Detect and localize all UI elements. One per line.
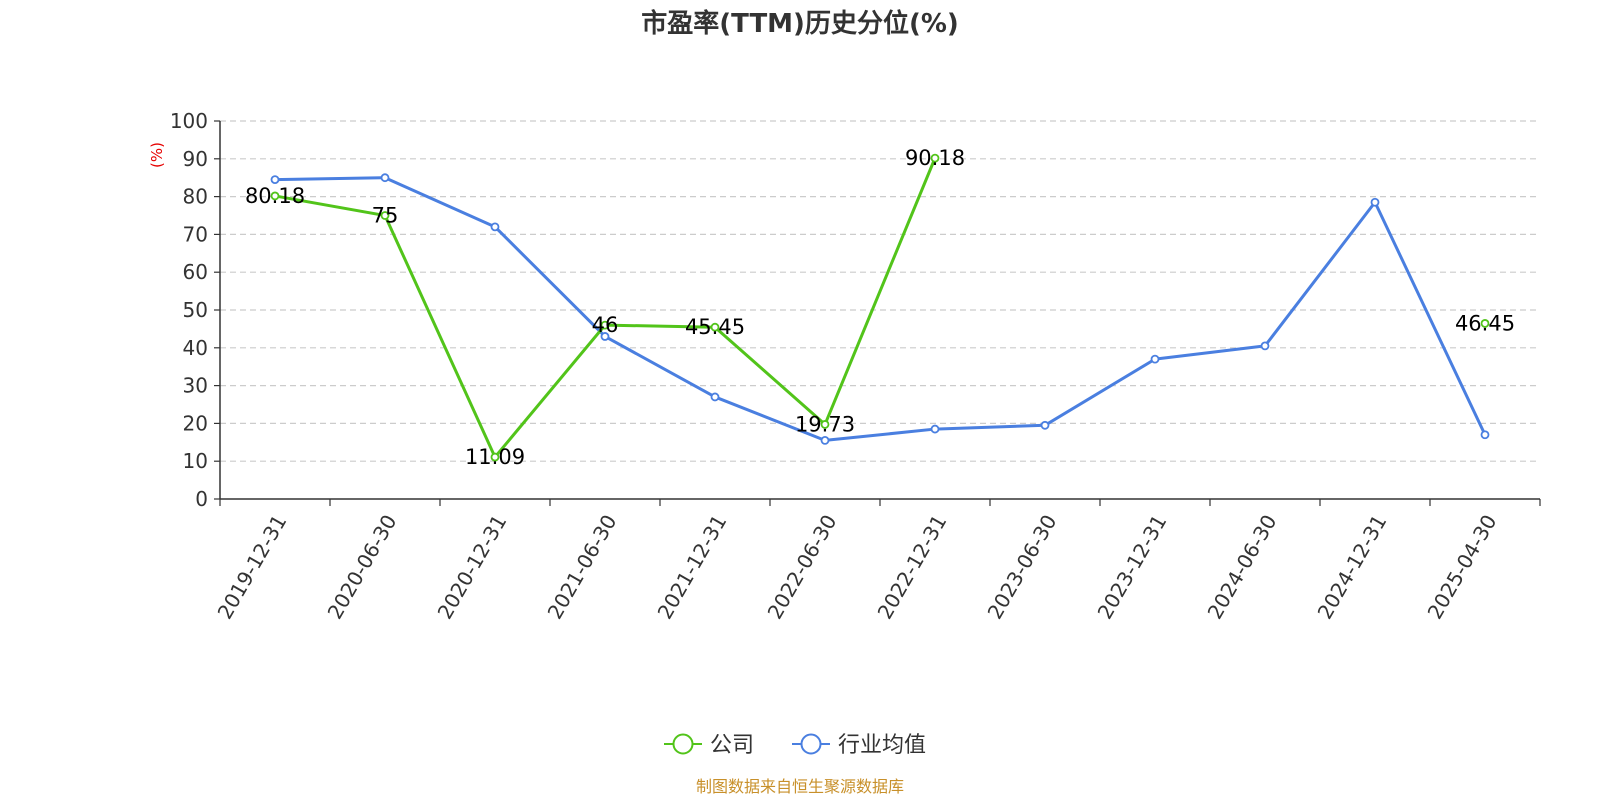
data-label: 90.18 [905, 146, 965, 170]
chart-title: 市盈率(TTM)历史分位(%) [641, 8, 959, 39]
data-point [270, 191, 280, 201]
x-tick-labels: 2019-12-31 2020-06-30 2020-12-31 2021-06-30… [213, 511, 1502, 624]
data-point [380, 173, 390, 183]
data-point [600, 320, 610, 330]
data-point [1260, 341, 1270, 351]
data-point [380, 211, 390, 220]
data-point [1480, 319, 1490, 328]
legend-label[interactable]: 公司 [710, 733, 754, 758]
legend-marker[interactable] [672, 733, 694, 755]
data-point [710, 322, 720, 332]
data-point [600, 332, 610, 341]
series-line [274, 176, 1487, 442]
x-tick-label: 2023-06-30 [983, 511, 1062, 624]
x-tick-label: 2020-06-30 [323, 511, 402, 624]
data-point [1040, 420, 1050, 430]
x-tick-label: 2020-12-31 [433, 511, 512, 624]
y-tick-labels: 0 10 20 30 40 50 60 70 80 90 100 [170, 109, 208, 511]
y-tick-label: 10 [183, 449, 208, 473]
y-tick-label: 30 [183, 374, 208, 398]
axes [214, 120, 1541, 506]
legend-marker[interactable] [800, 733, 822, 755]
source-note: 制图数据来自恒生聚源数据库 [696, 777, 904, 796]
y-tick-label: 80 [183, 185, 208, 209]
data-label: 75 [372, 204, 399, 228]
data-point [1480, 430, 1490, 440]
y-tick-label: 40 [183, 336, 208, 360]
data-point [270, 175, 280, 184]
x-tick-label: 2022-06-30 [763, 511, 842, 624]
data-label: 80.18 [245, 184, 305, 208]
data-point [930, 153, 940, 163]
legend-label[interactable]: 行业均值 [838, 733, 926, 758]
data-label: 45.45 [685, 315, 745, 339]
x-tick-label: 2024-06-30 [1203, 511, 1282, 624]
y-axis-label: (%) [148, 142, 166, 168]
data-point [820, 420, 830, 429]
data-label: 19.73 [795, 412, 855, 436]
x-tick-label: 2021-12-31 [653, 511, 732, 624]
data-point [1150, 354, 1160, 364]
x-tick-label: 2024-12-31 [1313, 511, 1392, 624]
data-point [1370, 197, 1380, 207]
legend[interactable]: 公司 行业均值 [664, 733, 926, 758]
data-point [490, 452, 500, 462]
grid-lines [220, 120, 1540, 462]
series-group [270, 153, 1490, 462]
x-tick-label: 2025-04-30 [1423, 511, 1502, 624]
data-labels: 80.18 75 11.09 46 45.45 19.73 90.18 46.45 [245, 146, 1515, 469]
data-label: 11.09 [465, 445, 525, 469]
y-tick-label: 50 [183, 298, 208, 322]
x-tick-label: 2022-12-31 [873, 511, 952, 624]
y-tick-label: 90 [183, 147, 208, 171]
x-tick-label: 2021-06-30 [543, 511, 622, 624]
y-tick-label: 0 [195, 487, 208, 511]
x-tick-label: 2019-12-31 [213, 511, 292, 624]
data-label: 46.45 [1455, 311, 1515, 335]
y-tick-label: 60 [183, 260, 208, 284]
y-tick-label: 70 [183, 222, 208, 246]
y-tick-label: 20 [183, 411, 208, 435]
data-point [930, 424, 940, 434]
x-tick-label: 2023-12-31 [1093, 511, 1172, 624]
data-point [490, 222, 500, 232]
data-point [820, 436, 830, 445]
data-point [710, 392, 720, 402]
data-label: 46 [592, 313, 619, 337]
y-tick-label: 100 [170, 109, 208, 133]
